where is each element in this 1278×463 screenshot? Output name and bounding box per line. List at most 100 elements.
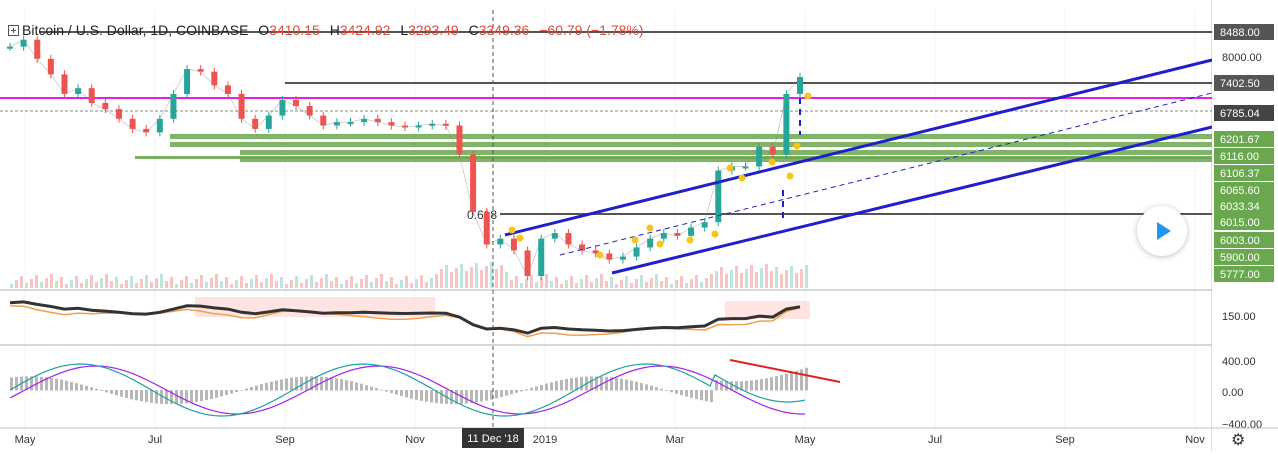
- volume-bar: [745, 269, 748, 288]
- symbol-title: Bitcoin / U.S. Dollar, 1D, COINBASE: [22, 22, 249, 38]
- candle-body: [61, 74, 68, 94]
- macd-histogram-bar: [605, 376, 608, 391]
- volume-bar: [345, 280, 348, 288]
- volume-bar: [585, 275, 588, 288]
- volume-bar: [165, 281, 168, 288]
- macd-histogram-bar: [480, 390, 483, 402]
- macd-histogram-bar: [805, 367, 808, 391]
- time-tick-label: 2019: [533, 434, 557, 446]
- candle-body: [497, 238, 504, 245]
- volume-bar: [360, 279, 363, 288]
- candle-body: [293, 99, 300, 107]
- time-tick-label: Sep: [275, 434, 295, 446]
- macd-histogram-bar: [785, 373, 788, 391]
- macd-histogram-bar: [100, 390, 103, 391]
- macd-histogram-bar: [725, 380, 728, 391]
- volume-bar: [435, 274, 438, 288]
- volume-bar: [10, 284, 13, 288]
- volume-bar: [180, 280, 183, 288]
- volume-bars: [10, 262, 808, 288]
- close-label: C: [468, 22, 479, 38]
- price-label-box: [1214, 75, 1274, 91]
- time-tick-label: Nov: [1185, 434, 1205, 446]
- macd-histogram-bar: [515, 390, 518, 393]
- macd-histogram-bar: [60, 379, 63, 391]
- volume-bar: [565, 280, 568, 288]
- candle-body: [456, 125, 463, 155]
- macd-histogram-bar: [345, 380, 348, 391]
- macd-histogram-bar: [355, 382, 358, 391]
- macd-histogram-bar: [110, 390, 113, 394]
- signal-dot: [686, 236, 694, 244]
- volume-bar: [50, 274, 53, 288]
- settings-gear-icon[interactable]: ⚙: [1231, 432, 1246, 449]
- volume-bar: [470, 267, 473, 288]
- macd-histogram-bar: [715, 379, 718, 391]
- signal-dot: [631, 236, 639, 244]
- macd-histogram-bar: [330, 377, 333, 391]
- volume-bar: [30, 279, 33, 288]
- volume-bar: [405, 276, 408, 288]
- indicator2-tick: 400.00: [1222, 356, 1256, 368]
- macd-histogram-bar: [395, 390, 398, 395]
- macd-histogram-bar: [295, 377, 298, 391]
- candle-body: [783, 93, 790, 155]
- macd-histogram-bar: [30, 376, 33, 391]
- macd-histogram-bar: [225, 390, 228, 395]
- volume-bar: [35, 275, 38, 288]
- macd-histogram-bar: [250, 387, 253, 391]
- price-label-box: [1214, 165, 1274, 181]
- macd-histogram-bar: [495, 390, 498, 399]
- volume-bar: [100, 278, 103, 288]
- macd-histogram-bar: [620, 378, 623, 391]
- open-label: O: [258, 22, 270, 38]
- macd-histogram-bar: [270, 381, 273, 391]
- indicator2-tick: 0.00: [1222, 387, 1243, 399]
- macd-histogram-bar: [90, 387, 93, 391]
- price-label-box: [1214, 24, 1274, 40]
- macd-histogram-bar: [440, 390, 443, 404]
- high-label: H: [329, 22, 340, 38]
- macd-histogram-bar: [165, 390, 168, 405]
- volume-bar: [125, 280, 128, 288]
- macd-histogram-bar: [15, 376, 18, 391]
- candle-body: [701, 222, 708, 228]
- volume-bar: [365, 275, 368, 288]
- time-tick-label: Nov: [405, 434, 425, 446]
- candle-body: [361, 118, 368, 123]
- volume-bar: [530, 275, 533, 288]
- macd-histogram-bar: [380, 389, 383, 391]
- macd-histogram-bar: [575, 377, 578, 391]
- volume-bar: [285, 284, 288, 288]
- candle-body: [592, 250, 599, 254]
- change-value: −60.79 (−1.78%): [539, 22, 644, 38]
- macd-histogram-bar: [760, 379, 763, 391]
- candle-body: [633, 247, 640, 257]
- candle-body: [442, 123, 449, 126]
- macd-histogram-bar: [520, 390, 523, 392]
- macd-histogram-bar: [185, 390, 188, 404]
- macd-histogram-bar: [240, 390, 243, 391]
- macd-histogram-bar: [365, 385, 368, 391]
- macd-line: [9, 363, 806, 417]
- time-tick-label: Mar: [666, 434, 685, 446]
- volume-bar: [225, 277, 228, 288]
- volume-bar: [480, 270, 483, 288]
- macd-histogram-bar: [45, 377, 48, 391]
- volume-bar: [305, 279, 308, 288]
- candle-body: [102, 102, 109, 110]
- support-zone: [170, 142, 1212, 147]
- play-button[interactable]: [1137, 206, 1187, 256]
- candle-body: [347, 122, 354, 125]
- macd-histogram-bar: [570, 378, 573, 391]
- pane1-highlight: [725, 301, 810, 319]
- volume-bar: [250, 279, 253, 288]
- macd-histogram-bar: [600, 376, 603, 391]
- candle-body: [538, 238, 545, 276]
- volume-bar: [550, 281, 553, 288]
- candle-body: [742, 166, 749, 169]
- macd-histogram-bar: [255, 385, 258, 391]
- volume-bar: [625, 276, 628, 288]
- collapse-icon[interactable]: [8, 25, 19, 36]
